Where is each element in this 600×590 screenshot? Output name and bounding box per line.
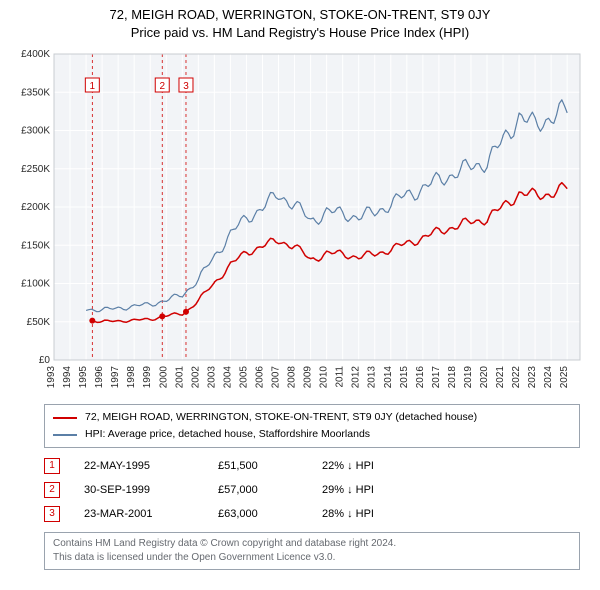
svg-text:1993: 1993 bbox=[46, 366, 57, 389]
svg-text:2009: 2009 bbox=[303, 366, 314, 389]
event-delta: 22% ↓ HPI bbox=[322, 460, 374, 472]
svg-text:£100K: £100K bbox=[21, 279, 50, 290]
chart-title: 72, MEIGH ROAD, WERRINGTON, STOKE-ON-TRE… bbox=[0, 0, 600, 42]
svg-text:£350K: £350K bbox=[21, 88, 50, 99]
svg-text:£50K: £50K bbox=[27, 317, 51, 328]
svg-text:2015: 2015 bbox=[399, 366, 410, 389]
svg-text:2001: 2001 bbox=[174, 366, 185, 389]
footer: Contains HM Land Registry data © Crown c… bbox=[44, 532, 580, 570]
svg-text:2024: 2024 bbox=[543, 366, 554, 389]
event-marker-3: 3 bbox=[44, 506, 60, 522]
svg-text:2020: 2020 bbox=[479, 366, 490, 389]
svg-text:2012: 2012 bbox=[351, 366, 362, 389]
svg-text:2019: 2019 bbox=[463, 366, 474, 389]
svg-text:£200K: £200K bbox=[21, 202, 50, 213]
event-date: 23-MAR-2001 bbox=[84, 508, 194, 520]
svg-text:1995: 1995 bbox=[78, 366, 89, 389]
svg-text:1999: 1999 bbox=[142, 366, 153, 389]
svg-text:2014: 2014 bbox=[383, 366, 394, 389]
svg-text:2016: 2016 bbox=[415, 366, 426, 389]
event-price: £63,000 bbox=[218, 508, 298, 520]
svg-text:2008: 2008 bbox=[287, 366, 298, 389]
svg-text:2023: 2023 bbox=[527, 366, 538, 389]
svg-text:2002: 2002 bbox=[190, 366, 201, 389]
svg-text:2003: 2003 bbox=[206, 366, 217, 389]
svg-text:2025: 2025 bbox=[559, 366, 570, 389]
svg-text:2: 2 bbox=[159, 81, 165, 92]
chart-svg: £0 £50K £100K £150K £200K £250K £300K £350K £400… bbox=[10, 48, 590, 398]
svg-text:2010: 2010 bbox=[319, 366, 330, 389]
svg-text:2013: 2013 bbox=[367, 366, 378, 389]
legend-swatch-2 bbox=[53, 434, 77, 436]
svg-text:£0: £0 bbox=[39, 355, 51, 366]
svg-text:2022: 2022 bbox=[511, 366, 522, 389]
event-marker-1: 1 bbox=[44, 458, 60, 474]
svg-text:1: 1 bbox=[90, 81, 96, 92]
svg-text:2017: 2017 bbox=[431, 366, 442, 389]
event-date: 30-SEP-1999 bbox=[84, 484, 194, 496]
footer-line-1: Contains HM Land Registry data © Crown c… bbox=[53, 537, 571, 551]
svg-text:1997: 1997 bbox=[110, 366, 121, 389]
svg-text:2011: 2011 bbox=[335, 366, 346, 388]
legend-swatch-1 bbox=[53, 417, 77, 419]
events-table: 1 22-MAY-1995 £51,500 22% ↓ HPI 2 30-SEP… bbox=[44, 454, 580, 526]
legend-row-2: HPI: Average price, detached house, Staf… bbox=[53, 426, 571, 443]
legend: 72, MEIGH ROAD, WERRINGTON, STOKE-ON-TRE… bbox=[44, 404, 580, 448]
svg-text:2007: 2007 bbox=[271, 366, 282, 389]
svg-text:2006: 2006 bbox=[254, 366, 265, 389]
svg-text:1994: 1994 bbox=[62, 366, 73, 389]
event-date: 22-MAY-1995 bbox=[84, 460, 194, 472]
footer-line-2: This data is licensed under the Open Gov… bbox=[53, 551, 571, 565]
event-price: £57,000 bbox=[218, 484, 298, 496]
svg-text:1996: 1996 bbox=[94, 366, 105, 389]
event-row: 1 22-MAY-1995 £51,500 22% ↓ HPI bbox=[44, 454, 580, 478]
svg-text:2021: 2021 bbox=[495, 366, 506, 389]
svg-text:£300K: £300K bbox=[21, 126, 50, 137]
event-row: 3 23-MAR-2001 £63,000 28% ↓ HPI bbox=[44, 502, 580, 526]
event-row: 2 30-SEP-1999 £57,000 29% ↓ HPI bbox=[44, 478, 580, 502]
svg-text:2018: 2018 bbox=[447, 366, 458, 389]
svg-text:2000: 2000 bbox=[158, 366, 169, 389]
title-line-2: Price paid vs. HM Land Registry's House … bbox=[0, 24, 600, 42]
legend-label-2: HPI: Average price, detached house, Staf… bbox=[85, 426, 370, 443]
event-delta: 28% ↓ HPI bbox=[322, 508, 374, 520]
svg-text:1998: 1998 bbox=[126, 366, 137, 389]
event-delta: 29% ↓ HPI bbox=[322, 484, 374, 496]
svg-text:£150K: £150K bbox=[21, 241, 50, 252]
svg-text:3: 3 bbox=[183, 81, 189, 92]
event-price: £51,500 bbox=[218, 460, 298, 472]
svg-text:£400K: £400K bbox=[21, 49, 50, 60]
legend-label-1: 72, MEIGH ROAD, WERRINGTON, STOKE-ON-TRE… bbox=[85, 409, 477, 426]
title-line-1: 72, MEIGH ROAD, WERRINGTON, STOKE-ON-TRE… bbox=[0, 6, 600, 24]
chart: £0 £50K £100K £150K £200K £250K £300K £350K £400… bbox=[10, 48, 590, 398]
svg-text:£250K: £250K bbox=[21, 164, 50, 175]
event-marker-2: 2 bbox=[44, 482, 60, 498]
svg-text:2004: 2004 bbox=[222, 366, 233, 389]
svg-text:2005: 2005 bbox=[238, 366, 249, 389]
legend-row-1: 72, MEIGH ROAD, WERRINGTON, STOKE-ON-TRE… bbox=[53, 409, 571, 426]
